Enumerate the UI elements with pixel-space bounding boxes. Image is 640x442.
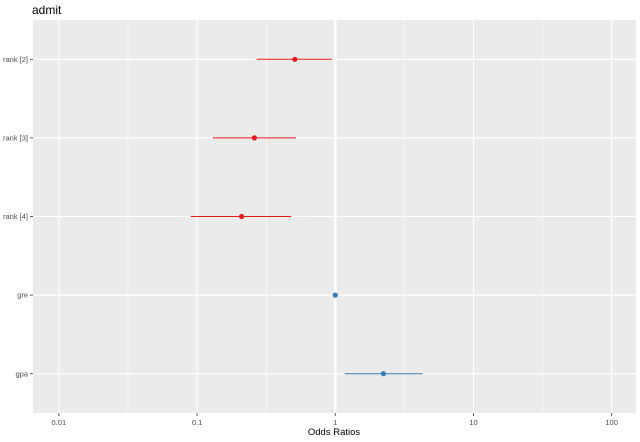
estimate-point [380, 371, 386, 377]
y-tick-label: rank [4] [3, 212, 28, 221]
y-tick-label: gre [17, 291, 28, 300]
x-tick-label: 100 [605, 418, 618, 427]
x-tick-label: 0.01 [52, 418, 67, 427]
x-tick-label: 0.1 [192, 418, 202, 427]
x-tick-label: 1 [333, 418, 337, 427]
estimate-point [238, 213, 245, 220]
axes: 0.01 0.1 1 10 100 rank [2] rank [3] rank [4] gre… [3, 55, 618, 427]
x-axis-title: Odds Ratios [308, 427, 361, 438]
estimate-marks [190, 56, 423, 377]
chart-title: admit [32, 3, 62, 17]
estimate-point [332, 292, 338, 298]
y-tick-label: rank [2] [3, 55, 28, 64]
y-tick-label: gpa [15, 369, 28, 378]
x-tick-label: 10 [469, 418, 477, 427]
estimate-point [251, 135, 258, 141]
estimate-point [292, 56, 298, 62]
y-tick-label: rank [3] [3, 134, 28, 143]
